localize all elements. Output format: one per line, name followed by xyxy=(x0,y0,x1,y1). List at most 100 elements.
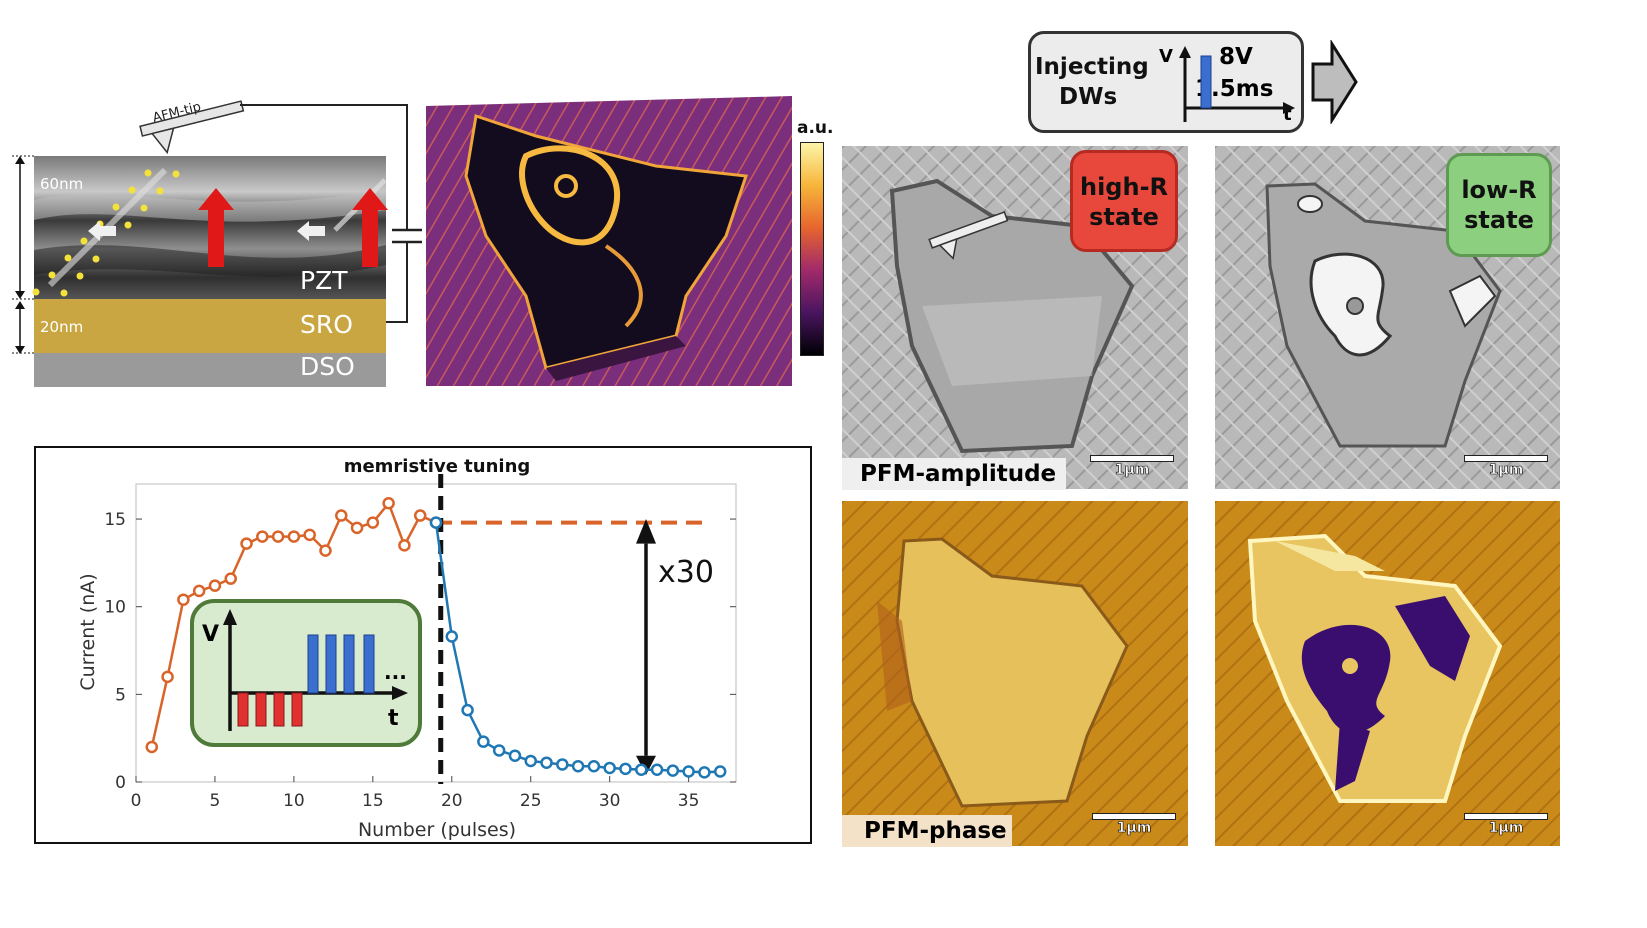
badge-high-r-title: high-R xyxy=(1079,173,1169,201)
data-point xyxy=(240,537,253,550)
badge-low-r: low-R state xyxy=(1446,153,1552,257)
colorbar xyxy=(800,142,824,356)
data-point xyxy=(524,754,537,768)
y-tick-label: 0 xyxy=(115,773,126,793)
data-point xyxy=(208,579,222,592)
data-point xyxy=(603,761,616,775)
data-point xyxy=(540,756,553,769)
inject-voltage: 8V xyxy=(1219,44,1253,70)
data-point xyxy=(666,764,680,777)
scalebar-3: 1µm xyxy=(1092,813,1176,836)
layer-label-sro: SRO xyxy=(300,310,353,339)
data-point xyxy=(366,516,380,529)
data-point xyxy=(145,740,159,754)
scalebar-3-label: 1µm xyxy=(1116,820,1152,837)
data-point xyxy=(350,521,364,535)
plot-area xyxy=(135,483,737,783)
badge-low-r-title: low-R xyxy=(1461,176,1537,204)
colorbar-unit: a.u. xyxy=(797,118,834,138)
scalebar-4: 1µm xyxy=(1464,813,1548,836)
chart-xlabel: Number (pulses) xyxy=(358,819,516,841)
thickness-pzt: 60nm xyxy=(40,175,84,193)
data-point xyxy=(177,593,190,606)
data-point xyxy=(161,670,174,684)
chart-title: memristive tuning xyxy=(344,456,531,477)
data-point xyxy=(682,765,695,778)
x-tick-label: 15 xyxy=(362,791,384,811)
data-point xyxy=(508,749,522,762)
y-tick-label: 15 xyxy=(104,510,126,530)
data-point xyxy=(382,497,395,510)
data-point xyxy=(619,762,632,776)
data-point xyxy=(319,544,332,557)
x-tick-label: 25 xyxy=(520,791,542,811)
data-point xyxy=(650,763,664,776)
inset-axis-v: V xyxy=(202,622,219,647)
ratio-arrow-head-down xyxy=(636,755,656,775)
layer-label-pzt: PZT xyxy=(300,266,348,295)
data-point xyxy=(713,765,727,778)
data-point xyxy=(398,539,411,552)
x-tick-label: 5 xyxy=(210,791,221,811)
data-point xyxy=(303,528,316,542)
inset-axis-t: t xyxy=(388,706,399,731)
data-point xyxy=(256,530,269,543)
data-point xyxy=(571,759,585,773)
x-tick-label: 0 xyxy=(131,791,142,811)
x-tick-label: 35 xyxy=(678,791,700,811)
data-point xyxy=(287,530,301,543)
data-point xyxy=(492,744,506,757)
y-tick-label: 5 xyxy=(115,685,126,705)
pfm-phase-high xyxy=(842,501,1188,846)
tem-panel: AFM-tip 60nm 20nm PZT SRO DSO xyxy=(0,80,430,400)
x-tick-label: 30 xyxy=(599,791,621,811)
inject-label-line1: Injecting xyxy=(1035,54,1149,80)
badge-low-r-word: state xyxy=(1464,206,1534,234)
afm-tip-small-icon xyxy=(928,211,1009,260)
afm-tip-icon xyxy=(139,100,245,155)
scalebar-4-label: 1µm xyxy=(1488,820,1524,837)
data-point xyxy=(413,509,427,522)
badge-high-r: high-R state xyxy=(1070,150,1178,252)
data-point xyxy=(587,759,601,773)
chart-ylabel: Current (nA) xyxy=(77,573,99,690)
inject-axis-v: V xyxy=(1159,46,1173,67)
injecting-dws-box: Injecting DWs V 8V 1.5ms t xyxy=(1028,31,1304,133)
inset-ellipsis: ... xyxy=(384,660,407,684)
tem-figure: AFM-tip xyxy=(12,100,422,387)
layer-label-dso: DSO xyxy=(300,352,355,381)
sro-layer xyxy=(34,299,386,353)
scalebar-2-label: 1µm xyxy=(1488,462,1524,479)
label-pfm-amplitude: PFM-amplitude xyxy=(842,458,1066,490)
thickness-sro: 20nm xyxy=(40,318,84,336)
inject-pulse-diagram xyxy=(1179,46,1295,122)
data-point xyxy=(477,735,490,748)
data-point xyxy=(635,763,648,776)
badge-high-r-word: state xyxy=(1089,203,1159,231)
y-tick-label: 10 xyxy=(104,598,126,618)
ratio-arrow-head-up xyxy=(636,519,656,544)
data-point xyxy=(698,766,711,779)
data-point xyxy=(271,530,285,543)
pfm-amplitude-low xyxy=(1215,146,1560,489)
data-point xyxy=(224,572,237,585)
data-point xyxy=(429,516,443,529)
inject-label-line2: DWs xyxy=(1059,84,1118,110)
data-point xyxy=(192,584,206,598)
data-point xyxy=(461,703,474,717)
data-point xyxy=(556,758,569,771)
label-pfm-phase: PFM-phase xyxy=(842,815,1012,847)
memristive-chart: memristive tuning 0 5 10 15 20 25 30 35 0 5 10 15 N… xyxy=(77,456,737,841)
scalebar-1-label: 1µm xyxy=(1114,462,1150,479)
scalebar-2: 1µm xyxy=(1464,455,1548,478)
scalebar-1: 1µm xyxy=(1090,455,1174,478)
x-tick-label: 20 xyxy=(441,791,463,811)
current-map-3d xyxy=(426,96,792,386)
next-arrow-icon xyxy=(1311,40,1358,124)
x-tick-label: 10 xyxy=(283,791,305,811)
dso-layer xyxy=(34,353,386,387)
ratio-label: x30 xyxy=(658,555,714,590)
pulse-inset: V t ... xyxy=(190,599,422,747)
pfm-phase-low xyxy=(1215,501,1560,846)
data-point xyxy=(335,509,348,522)
